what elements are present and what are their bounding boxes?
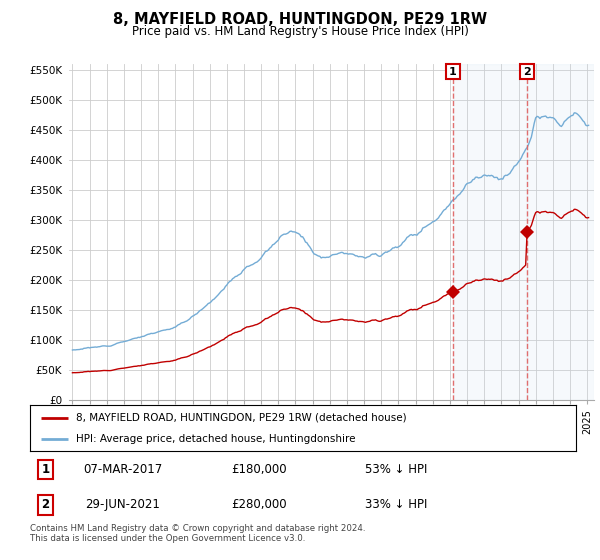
Text: HPI: Average price, detached house, Huntingdonshire: HPI: Average price, detached house, Hunt… — [76, 434, 356, 444]
Text: 1: 1 — [449, 67, 457, 77]
Text: 07-MAR-2017: 07-MAR-2017 — [83, 463, 163, 476]
Text: 29-JUN-2021: 29-JUN-2021 — [85, 498, 160, 511]
Text: Price paid vs. HM Land Registry's House Price Index (HPI): Price paid vs. HM Land Registry's House … — [131, 25, 469, 38]
Text: £180,000: £180,000 — [232, 463, 287, 476]
Text: 53% ↓ HPI: 53% ↓ HPI — [365, 463, 427, 476]
Bar — [453, 64, 527, 400]
Text: 2: 2 — [523, 67, 531, 77]
Text: £280,000: £280,000 — [232, 498, 287, 511]
Text: 8, MAYFIELD ROAD, HUNTINGDON, PE29 1RW: 8, MAYFIELD ROAD, HUNTINGDON, PE29 1RW — [113, 12, 487, 27]
Text: 1: 1 — [41, 463, 49, 476]
Text: 8, MAYFIELD ROAD, HUNTINGDON, PE29 1RW (detached house): 8, MAYFIELD ROAD, HUNTINGDON, PE29 1RW (… — [76, 413, 407, 423]
Text: 2: 2 — [41, 498, 49, 511]
Text: Contains HM Land Registry data © Crown copyright and database right 2024.
This d: Contains HM Land Registry data © Crown c… — [30, 524, 365, 543]
Text: 33% ↓ HPI: 33% ↓ HPI — [365, 498, 427, 511]
Bar — [527, 64, 594, 400]
